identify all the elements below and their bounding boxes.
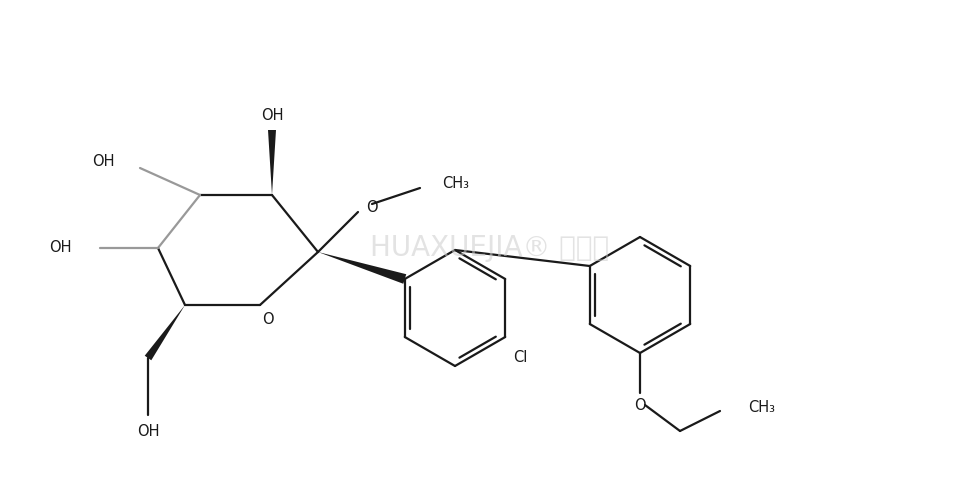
Text: O: O [634,398,645,413]
Text: OH: OH [50,240,72,255]
Text: CH₃: CH₃ [441,176,468,191]
Text: OH: OH [92,155,114,169]
Text: OH: OH [137,424,159,440]
Text: HUAXUEJIA® 化学加: HUAXUEJIA® 化学加 [370,234,609,262]
Polygon shape [268,130,276,195]
Polygon shape [318,252,406,284]
Text: CH₃: CH₃ [747,399,775,415]
Text: Cl: Cl [512,349,527,364]
Text: O: O [366,200,378,215]
Polygon shape [145,305,185,360]
Text: O: O [262,312,274,326]
Text: OH: OH [260,108,283,122]
